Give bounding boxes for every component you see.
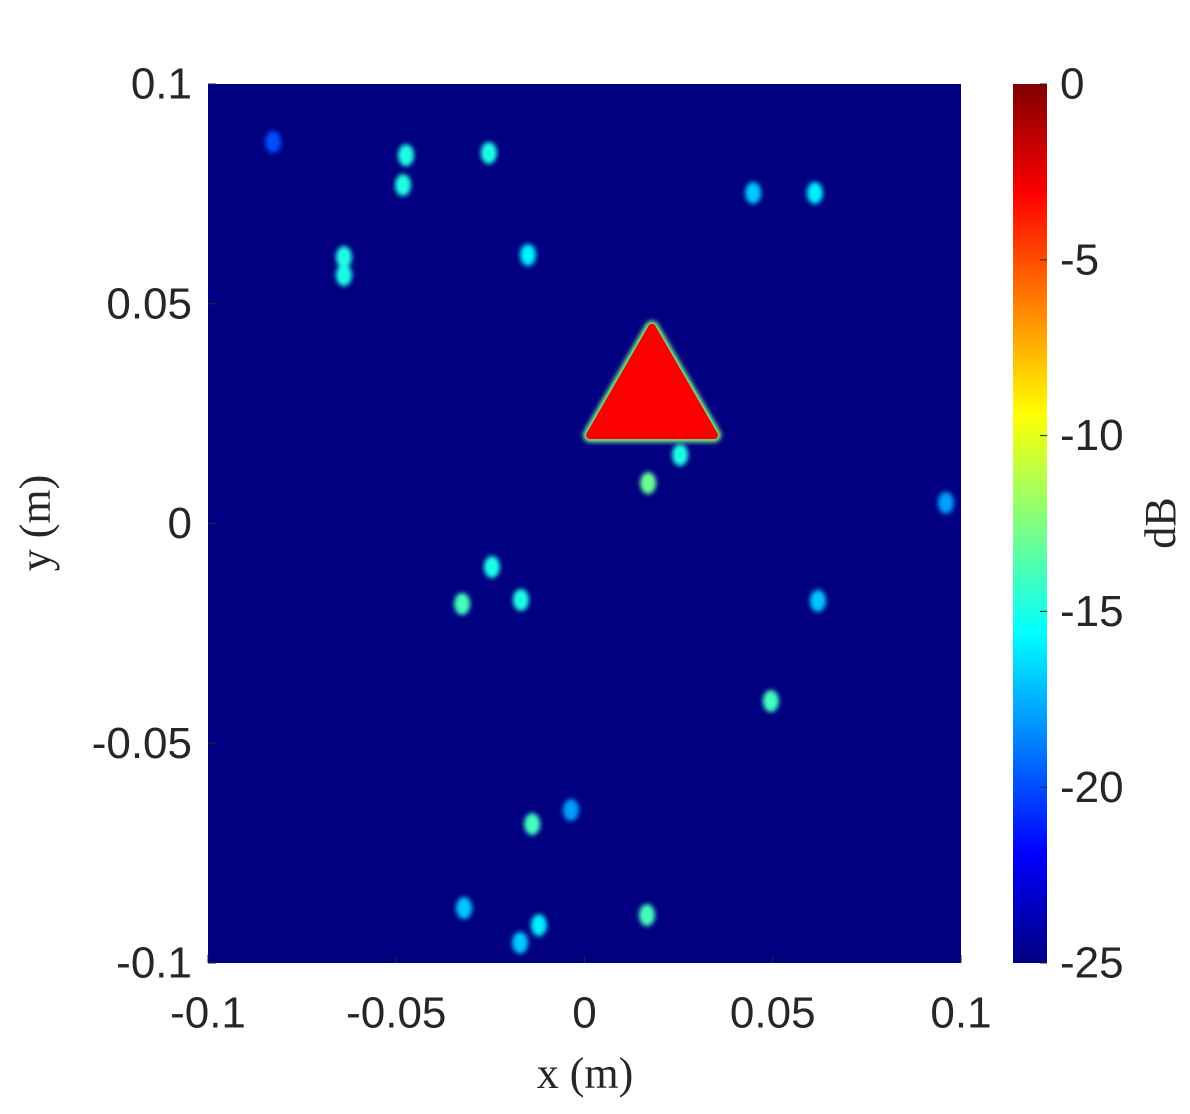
x-tick-label: 0.1 (930, 989, 991, 1038)
spots-layer (265, 131, 954, 954)
spot (520, 243, 537, 266)
colorbar (1013, 84, 1047, 963)
spot (456, 897, 473, 920)
spot (672, 443, 689, 466)
spot (937, 491, 954, 514)
spot (483, 556, 500, 579)
x-tick-label: -0.1 (170, 989, 246, 1038)
spot (454, 592, 471, 615)
colorbar-tick-label: 0 (1060, 60, 1084, 109)
spot (524, 813, 541, 836)
y-tick-label: 0 (168, 499, 192, 548)
heatmap-background (208, 84, 961, 963)
spot (480, 142, 497, 165)
spot (640, 472, 657, 495)
y-tick-label: 0.05 (106, 279, 192, 328)
colorbar-label: dB (1136, 497, 1185, 548)
colorbar-tick-label: -20 (1060, 763, 1124, 812)
y-tick-label: -0.1 (116, 939, 192, 988)
spot (335, 264, 352, 287)
spot (512, 931, 529, 954)
spot (638, 904, 655, 927)
spot (762, 690, 779, 713)
target (586, 323, 719, 440)
x-axis-label: x (m) (537, 1049, 634, 1098)
y-tick-label: 0.1 (131, 60, 192, 109)
spot (398, 144, 415, 167)
spot (512, 588, 529, 611)
spot (395, 174, 412, 197)
x-tick-label: 0.05 (730, 989, 816, 1038)
spot (745, 181, 762, 204)
spot (809, 589, 826, 612)
colorbar-tick-label: -10 (1060, 411, 1124, 460)
x-tick-label: 0 (572, 989, 596, 1038)
spot (530, 914, 547, 937)
spot (335, 246, 352, 269)
colorbar-tick-label: -25 (1060, 939, 1124, 988)
colorbar-tick-label: -15 (1060, 587, 1124, 636)
x-tick-label: -0.05 (346, 989, 446, 1038)
spot (562, 799, 579, 822)
y-tick-label: -0.05 (92, 719, 192, 768)
colorbar-tick-label: -5 (1060, 235, 1099, 284)
spot (265, 131, 282, 154)
y-axis-label: y (m) (11, 475, 60, 572)
spot (806, 181, 823, 204)
